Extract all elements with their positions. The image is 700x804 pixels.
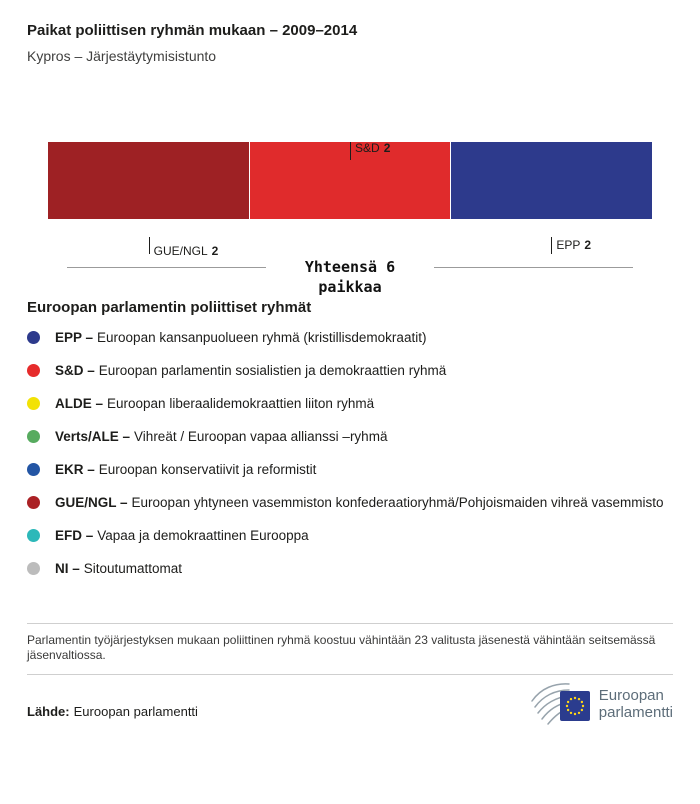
divider-line bbox=[67, 267, 266, 268]
group-desc: Euroopan kansanpuolueen ryhmä (kristilli… bbox=[97, 330, 427, 345]
tick-mark bbox=[350, 142, 351, 160]
legend-item-ni: NI – Sitoutumattomat bbox=[27, 559, 673, 578]
segment-label-epp: EPP 2 bbox=[551, 237, 591, 263]
total-seats-label: Yhteensä 6 paikkaa bbox=[292, 257, 408, 297]
group-desc: Euroopan konservatiivit ja reformistit bbox=[98, 462, 317, 477]
legend-item-text: ALDE – Euroopan liberaalidemokraattien li… bbox=[55, 394, 374, 413]
group-desc: Vapaa ja demokraattinen Eurooppa bbox=[97, 528, 309, 543]
group-abbr: EPP – bbox=[55, 330, 94, 345]
group-abbr: GUE/NGL – bbox=[55, 495, 128, 510]
infographic-page: Paikat poliittisen ryhmän mukaan – 2009–… bbox=[27, 22, 673, 727]
legend-item-text: EFD – Vapaa ja demokraattinen Eurooppa bbox=[55, 526, 309, 545]
ep-logo: Euroopan parlamentti bbox=[529, 681, 673, 727]
group-abbr: Verts/ALE – bbox=[55, 429, 131, 444]
seats-bar-chart: S&D 2 GUE/NGL 2 EPP 2 bbox=[48, 141, 653, 258]
tick-mark bbox=[148, 237, 150, 254]
group-color-dot bbox=[27, 397, 40, 410]
legend-item-text: Verts/ALE – Vihreät / Euroopan vapaa alli… bbox=[55, 427, 387, 446]
ep-logo-line2: parlamentti bbox=[598, 704, 673, 721]
group-color-dot bbox=[27, 430, 40, 443]
eu-flag-icon bbox=[559, 691, 590, 721]
eu-stars-icon bbox=[565, 696, 584, 716]
legend-item-text: EKR – Euroopan konservatiivit ja reformis… bbox=[55, 460, 316, 479]
bar-segment-sd bbox=[248, 142, 451, 219]
legend-heading: Euroopan parlamentin poliittiset ryhmät bbox=[27, 299, 312, 316]
group-color-dot bbox=[27, 463, 40, 476]
divider-line bbox=[434, 267, 633, 268]
group-seats: 2 bbox=[211, 244, 219, 258]
group-abbr: EFD – bbox=[55, 528, 94, 543]
legend-item-text: NI – Sitoutumattomat bbox=[55, 559, 182, 578]
legend-item-text: GUE/NGL – Euroopan yhtyneen vasemmiston k… bbox=[55, 493, 664, 512]
segment-label-sd: S&D 2 bbox=[350, 141, 390, 160]
group-name: GUE/NGL bbox=[153, 244, 208, 258]
group-abbr: EKR – bbox=[55, 462, 95, 477]
segment-label-text: EPP 2 bbox=[556, 238, 591, 252]
ep-logo-line1: Euroopan bbox=[598, 687, 664, 704]
segment-label-guengl: GUE/NGL 2 bbox=[148, 237, 219, 263]
source-label: Lähde: bbox=[27, 704, 70, 719]
group-desc: Euroopan yhtyneen vasemmiston konfederaa… bbox=[131, 495, 664, 510]
ep-logo-text: Euroopan parlamentti bbox=[599, 687, 673, 721]
legend-item-text: S&D – Euroopan parlamentin sosialistien j… bbox=[55, 361, 446, 380]
stacked-bar bbox=[48, 142, 653, 219]
group-color-dot bbox=[27, 364, 40, 377]
group-desc: Vihreät / Euroopan vapaa allianssi –ryhm… bbox=[134, 429, 388, 444]
legend-item-efd: EFD – Vapaa ja demokraattinen Eurooppa bbox=[27, 526, 673, 545]
legend-item-sd: S&D – Euroopan parlamentin sosialistien j… bbox=[27, 361, 673, 380]
legend-item-alde: ALDE – Euroopan liberaalidemokraattien li… bbox=[27, 394, 673, 413]
total-seats: Yhteensä 6 paikkaa bbox=[67, 257, 633, 297]
group-color-dot bbox=[27, 331, 40, 344]
group-abbr: NI – bbox=[55, 561, 80, 576]
group-seats: 2 bbox=[584, 238, 592, 252]
legend-item-text: EPP – Euroopan kansanpuolueen ryhmä (kris… bbox=[55, 328, 426, 347]
tick-mark bbox=[551, 237, 553, 254]
group-desc: Euroopan liberaalidemokraattien liiton r… bbox=[107, 396, 375, 411]
total-line1: Yhteensä 6 bbox=[304, 258, 396, 276]
segment-label-text: S&D 2 bbox=[355, 141, 390, 160]
page-subtitle: Kypros – Järjestäytymisistunto bbox=[27, 48, 217, 64]
group-name: S&D bbox=[355, 141, 380, 155]
bar-segment-guengl bbox=[48, 142, 249, 219]
group-abbr: ALDE – bbox=[55, 396, 104, 411]
legend-item-epp: EPP – Euroopan kansanpuolueen ryhmä (kris… bbox=[27, 328, 673, 347]
group-desc: Euroopan parlamentin sosialistien ja dem… bbox=[98, 363, 447, 378]
legend-item-vertsale: Verts/ALE – Vihreät / Euroopan vapaa alli… bbox=[27, 427, 673, 446]
bar-segment-epp bbox=[450, 142, 653, 219]
segment-label-text: GUE/NGL 2 bbox=[154, 244, 219, 258]
footer: Lähde: Euroopan parlamentti bbox=[27, 681, 673, 727]
group-abbr: S&D – bbox=[55, 363, 95, 378]
group-seats: 2 bbox=[383, 141, 391, 155]
legend: EPP – Euroopan kansanpuolueen ryhmä (kris… bbox=[27, 328, 673, 578]
group-desc: Sitoutumattomat bbox=[83, 561, 183, 576]
group-color-dot bbox=[27, 562, 40, 575]
group-color-dot bbox=[27, 496, 40, 509]
page-title: Paikat poliittisen ryhmän mukaan – 2009–… bbox=[27, 22, 358, 39]
total-line2: paikkaa bbox=[318, 278, 382, 296]
legend-item-ekr: EKR – Euroopan konservatiivit ja reformis… bbox=[27, 460, 673, 479]
group-color-dot bbox=[27, 529, 40, 542]
source-value: Euroopan parlamentti bbox=[73, 704, 198, 719]
source: Lähde: Euroopan parlamentti bbox=[27, 704, 198, 719]
footnote: Parlamentin työjärjestyksen mukaan polii… bbox=[27, 623, 673, 675]
hemicycle-eu-flag-icon bbox=[531, 683, 590, 725]
group-name: EPP bbox=[556, 238, 581, 252]
legend-item-guengl: GUE/NGL – Euroopan yhtyneen vasemmiston k… bbox=[27, 493, 673, 512]
